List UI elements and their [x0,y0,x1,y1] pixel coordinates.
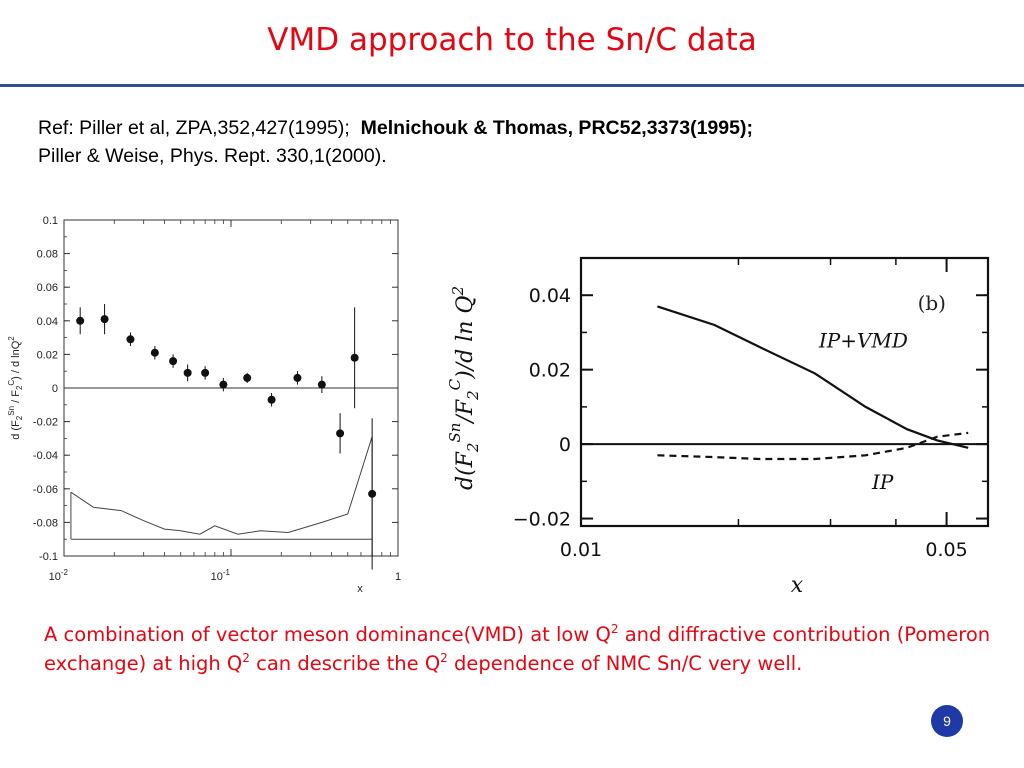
plot-a-data-point [368,489,377,498]
ref-piller-zpa: Ref: Piller et al, ZPA,352,427(1995); [38,117,350,139]
plot-a-ylabel: d (F2Sn / F2C) / d lnQ2 [7,336,24,440]
plot-a-data-point [293,373,302,382]
plot-a-data-point [126,335,135,344]
plot-b-ytick-label: −0.02 [513,509,571,531]
plot-a-nmc-sn-c: 0.1 0.08 0.06 0.04 0.02 0 -0.02 -0.04 -0.06 -0.08… [7,215,401,595]
title-divider [0,84,1024,87]
plot-b-ylabel: d(F2Sn/F2C)/d ln Q2 [446,286,482,490]
plot-b-series-ip-line [657,431,969,461]
plot-a-data-point [350,353,359,362]
plot-a-ytick-label: -0.08 [33,517,58,529]
plot-a-ytick-label: 0.06 [37,282,58,294]
page-number-badge: 9 [931,705,963,737]
plot-b-series-label-ip: IP [871,470,894,494]
plot-b-ytick-label: 0 [559,434,571,456]
plot-a-data-point [76,316,85,325]
plot-a-data-point [183,368,192,377]
plot-a-xlabel: x [357,583,363,595]
plot-b-series-label-ip-vmd: IP+VMD [818,328,908,352]
ref-melnichouk-thomas: Melnichouk & Thomas, PRC52,3373(1995); [360,117,753,139]
plot-a-xtick-1e-2: 10-2 [49,568,69,583]
references: Ref: Piller et al, ZPA,352,427(1995); Me… [38,114,1008,170]
plot-b-ip-vmd: 0.04 0.02 0 −0.02 0.01 0.05 IP+VMD IP d(F2Sn/F2… [446,256,990,598]
plot-a-ytick-label: -0.02 [33,417,58,429]
plot-a-ytick-label: 0.08 [37,249,58,261]
plot-a-xtick-1e-1: 10-1 [211,568,231,583]
plot-b-xlabel: x [791,573,804,598]
plot-a-ytick-label: 0.02 [37,349,58,361]
plot-a-data-point [219,380,228,389]
plot-b-ytick-label: 0.02 [529,360,571,382]
slide-caption: A combination of vector meson dominance(… [44,622,991,675]
slide-title: VMD approach to the Sn/C data [267,22,757,58]
plot-a-data-point [243,373,252,382]
plot-a-data-point [317,380,326,389]
plot-b-series-ip-vmd-line [657,305,969,449]
plot-a-ytick-label: 0.1 [43,215,58,227]
plot-a-data-point [169,357,178,366]
plot-b-panel-label: (b) [918,291,946,315]
plot-a-data-point [336,429,345,438]
plot-a-band-upper [70,436,373,535]
ref-piller-weise: Piller & Weise, Phys. Rept. 330,1(2000). [38,145,387,167]
plot-a-data-point [150,348,159,357]
plot-a-ytick-label: -0.1 [39,551,58,563]
plot-a-ytick-label: -0.04 [33,450,58,462]
plot-a-ytick-label: 0 [52,383,58,395]
plot-a-data-point [267,395,276,404]
plot-b-xtick-label: 0.05 [925,539,967,561]
plot-a-ytick-label: -0.06 [33,484,58,496]
plot-b-ytick-label: 0.04 [529,285,571,307]
plot-b-frame [579,256,990,528]
plot-a-xtick-1: 1 [395,571,401,583]
plot-a-ytick-label: 0.04 [37,316,58,328]
plot-a-data-point [201,368,210,377]
plot-b-xtick-label: 0.01 [560,539,602,561]
plot-a-data-point [100,315,109,324]
